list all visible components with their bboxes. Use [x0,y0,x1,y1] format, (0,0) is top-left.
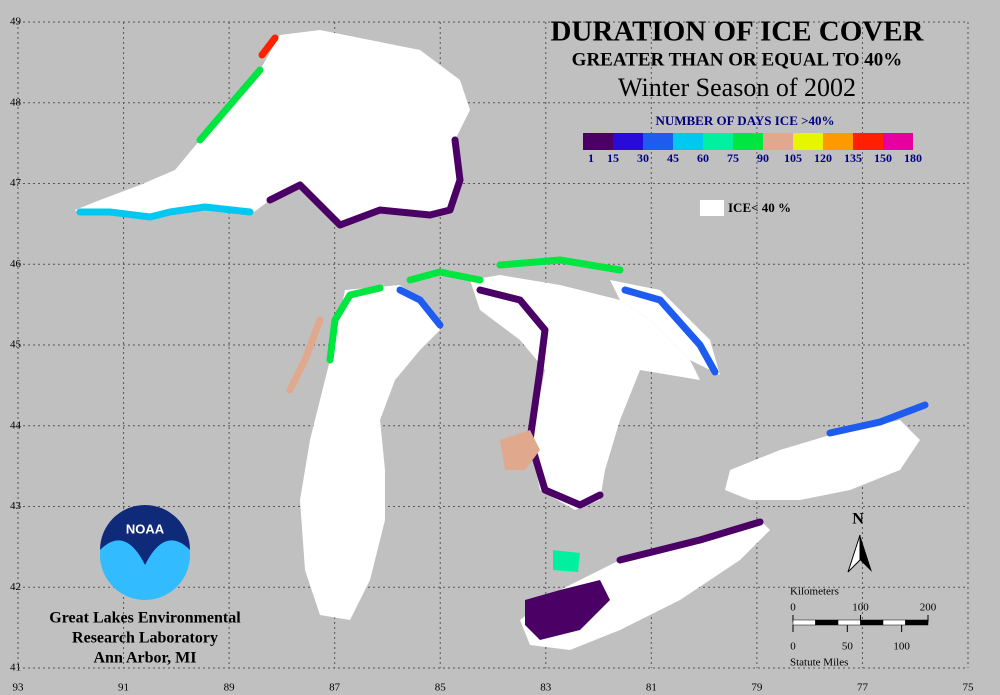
north-arrow [860,535,872,572]
lake-superior [75,30,470,225]
legend-swatch [703,133,733,150]
legend-title: NUMBER OF DAYS ICE >40% [655,113,834,128]
legend-label: 135 [844,151,862,165]
ice-edge [826,401,929,437]
scale-segment [860,619,884,626]
no-ice-label: ICE< 40 % [728,200,791,215]
legend-swatch [673,133,703,150]
lake-huron [470,275,700,510]
lat-label: 49 [10,16,22,28]
subtitle: GREATER THAN OR EQUAL TO 40% [572,49,903,70]
credit: Ann Arbor, MI [94,650,197,667]
legend-label: 105 [784,151,802,165]
lat-label: 46 [10,258,22,270]
lon-label: 89 [224,682,236,694]
ice-edge [286,316,324,394]
ice-edge [476,286,604,509]
legend-swatch [733,133,763,150]
lon-label: 91 [118,682,129,694]
ice-edge [258,34,279,59]
graticule: 49 48 47 46 45 44 43 42 41 93 91 89 87 85 83 81 79 77 75 [10,16,974,694]
north-label: N [852,511,864,528]
season: Winter Season of 2002 [618,73,856,102]
lake-ontario [725,420,920,500]
lake-michigan [300,285,440,620]
scale-label: Statute Miles [790,657,848,669]
title: DURATION OF ICE COVER [551,16,925,48]
ice-edge [396,286,444,329]
scale-tick-label: 100 [852,602,869,614]
legend-swatch [643,133,673,150]
western-erie-ice [525,580,610,640]
legend-label: 90 [757,151,769,165]
credit: Research Laboratory [72,630,218,647]
legend-swatch [883,133,913,150]
lat-label: 45 [10,339,22,351]
ice-edge [266,136,464,229]
ice-edge [496,256,624,274]
ice-edge [406,268,484,284]
legend-label: 180 [904,151,922,165]
logo-text: NOAA [126,521,165,536]
logo-top [100,505,190,565]
legend-label: 150 [874,151,892,165]
lat-label: 47 [10,177,22,189]
lon-label: 77 [857,682,869,694]
scale-label: Kilometers [790,586,839,598]
lon-label: 79 [751,682,763,694]
scale-tick-label: 100 [893,641,910,653]
lat-label: 48 [10,96,22,108]
legend-swatch [793,133,823,150]
scale-tick-label: 0 [790,641,796,653]
legend-swatch [853,133,883,150]
scale-segment [837,619,861,626]
lon-label: 87 [329,682,341,694]
legend-swatch [763,133,793,150]
legend-label: 60 [697,151,709,165]
scale-segment [882,619,906,626]
legend-label: 75 [727,151,739,165]
legend-label: 1 [588,151,594,165]
ice-edge [616,518,764,564]
scale-segment [815,619,839,626]
legend: 1 15 30 45 60 75 90 105 120 135 150 180 [583,133,922,165]
no-ice-swatch [700,200,724,216]
ice-edge [326,284,384,364]
lat-label: 41 [10,662,21,674]
scale-tick-label: 0 [790,602,796,614]
scale-segment [792,619,816,626]
scale-bar: Kilometers 0 100 200 0 50 100 Statute Miles [790,586,937,669]
scale-tick-label: 200 [920,602,937,614]
st-clair-ice [553,550,580,572]
saginaw-bay [500,430,540,470]
lon-label: 83 [540,682,552,694]
lat-label: 43 [10,500,22,512]
georgian-bay [610,280,720,375]
lon-label: 85 [435,682,447,694]
legend-label: 15 [607,151,619,165]
noaa-logo: NOAA [100,505,190,600]
lon-label: 81 [646,682,657,694]
lakes [75,30,929,650]
legend-swatch [823,133,853,150]
scale-tick-label: 50 [842,641,854,653]
legend-label: 120 [814,151,832,165]
lon-label: 93 [13,682,25,694]
ice-edge [76,203,254,221]
legend-label: 45 [667,151,679,165]
legend-swatch [613,133,643,150]
ice-edge [621,286,719,376]
lat-label: 44 [10,419,22,431]
lat-label: 42 [10,581,21,593]
credit: Great Lakes Environmental [49,610,241,627]
scale-segment [905,619,929,626]
legend-swatch [583,133,613,150]
ice-edge [196,66,264,144]
lon-label: 75 [963,682,975,694]
legend-label: 30 [637,151,649,165]
